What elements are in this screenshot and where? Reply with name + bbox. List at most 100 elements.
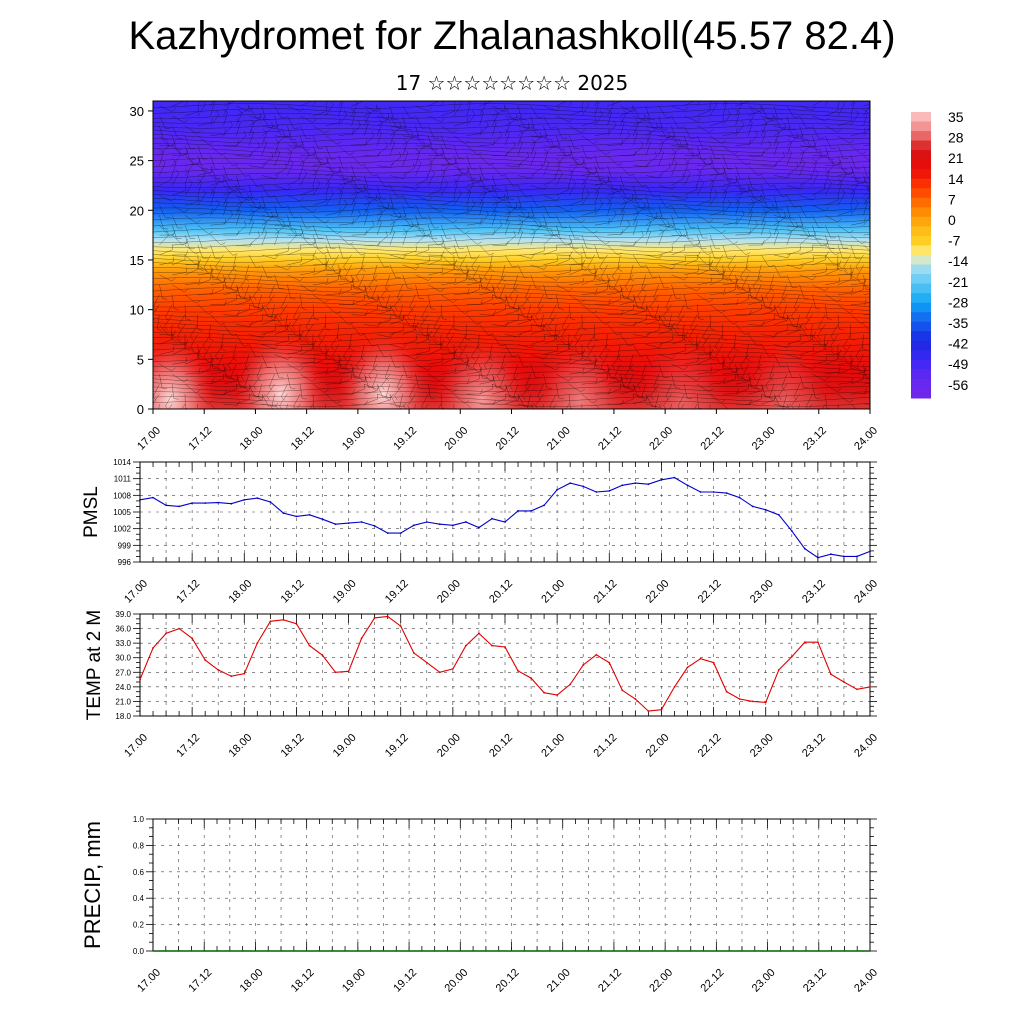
x-tick-label: 20.12 <box>494 425 522 453</box>
data-point <box>686 666 689 669</box>
data-point <box>517 510 519 512</box>
data-point <box>673 686 676 688</box>
data-point <box>608 490 611 492</box>
colorbar-segment <box>911 283 931 294</box>
colorbar-segment <box>911 359 931 370</box>
temp-2m-panel: 18.0 21.0 24.0 27.0 30.0 33.0 36.0 39.0 17.00 17.… <box>84 610 880 760</box>
x-tick-label: 17.12 <box>174 732 202 760</box>
y-axis-label: PRECIP, mm <box>80 821 105 949</box>
colorbar-segment <box>911 235 931 246</box>
y-tick-label: 0.8 <box>133 841 145 850</box>
colorbar-segment <box>911 207 931 218</box>
precip-panel: 0.0 0.2 0.4 0.6 0.8 1.0 17.00 17.12 18.00 18.12 19… <box>80 815 880 995</box>
y-tick-label: 1011 <box>114 475 132 484</box>
data-point <box>478 526 480 529</box>
data-point <box>869 686 871 688</box>
data-point <box>595 653 598 656</box>
x-tick-label: 24.00 <box>852 578 880 606</box>
x-tick-label: 19.00 <box>331 732 359 760</box>
y-axis-label: TEMP at 2 M <box>84 610 105 721</box>
y-tick-label: 1014 <box>113 458 131 467</box>
y-tick-label: 30.0 <box>115 654 131 663</box>
colorbar-label: -21 <box>948 274 968 290</box>
data-point <box>165 632 168 635</box>
data-point <box>530 510 532 512</box>
y-tick-label: 996 <box>118 558 132 567</box>
data-point <box>178 627 181 630</box>
x-tick-label: 24.00 <box>852 425 880 453</box>
colorbar-segment <box>911 245 931 256</box>
data-point <box>595 491 598 493</box>
data-point <box>777 669 780 671</box>
data-point <box>347 522 350 524</box>
data-point <box>204 502 207 504</box>
y-tick-label: 1002 <box>113 525 131 534</box>
y-tick-label: 1008 <box>113 491 131 500</box>
colorbar-segment <box>911 178 931 189</box>
x-tick-label: 21.12 <box>596 425 624 453</box>
colorbar-segment <box>911 150 931 161</box>
x-tick-label: 22.00 <box>647 425 675 453</box>
data-point <box>556 488 558 491</box>
data-point <box>282 512 285 514</box>
data-point <box>139 678 141 681</box>
data-point <box>491 644 493 647</box>
colorbar-label: 0 <box>948 212 956 228</box>
data-point <box>686 484 689 487</box>
data-point <box>373 525 376 527</box>
data-point <box>621 484 624 487</box>
x-tick-label: 21.00 <box>545 967 573 995</box>
x-tick-label: 17.12 <box>186 967 214 995</box>
y-tick-label: 25 <box>130 154 144 169</box>
y-tick-label: 21.0 <box>115 697 131 706</box>
data-point <box>334 523 337 526</box>
data-point <box>556 694 558 696</box>
wind-barbs <box>153 101 870 409</box>
series-line <box>139 477 871 559</box>
colorbar-segment <box>911 216 931 227</box>
x-tick-label: 20.00 <box>442 967 470 995</box>
colorbar-segment <box>911 264 931 275</box>
data-point <box>360 521 363 523</box>
y-tick-label: 30 <box>130 104 144 119</box>
data-point <box>751 700 754 703</box>
data-point <box>217 501 220 504</box>
y-tick-label: 20 <box>130 203 144 218</box>
y-tick-label: 18.0 <box>115 712 131 721</box>
data-point <box>569 482 572 484</box>
data-point <box>660 708 663 711</box>
x-tick-label: 23.00 <box>748 578 776 606</box>
y-tick-label: 15 <box>130 253 144 268</box>
x-tick-label: 20.12 <box>487 578 515 606</box>
x-tick-label: 20.12 <box>494 967 522 995</box>
data-point <box>738 496 741 499</box>
data-point <box>178 505 181 508</box>
colorbar-segment <box>911 121 931 132</box>
data-point <box>725 492 728 494</box>
x-tick-label: 23.00 <box>750 425 778 453</box>
data-point <box>817 641 819 644</box>
colorbar-segment <box>911 331 931 342</box>
data-point <box>308 644 311 647</box>
data-point <box>269 501 272 503</box>
x-tick-label: 23.00 <box>748 732 776 760</box>
data-point <box>647 483 650 486</box>
x-tick-label: 23.00 <box>750 967 778 995</box>
colorbar-segment <box>911 388 931 399</box>
data-point <box>465 644 467 647</box>
x-tick-label: 18.00 <box>226 578 254 606</box>
data-point <box>621 689 624 692</box>
data-point <box>790 655 793 658</box>
colorbar-label: 35 <box>948 109 964 125</box>
data-point <box>478 632 480 635</box>
colorbar-segment <box>911 188 931 199</box>
x-tick-label: 18.00 <box>238 967 266 995</box>
x-tick-label: 21.00 <box>545 425 573 453</box>
data-point <box>386 615 389 618</box>
y-axis-label: PMSL <box>81 486 102 538</box>
data-point <box>699 657 702 660</box>
colorbar-segment <box>911 131 931 142</box>
chart-title: Kazhydromet for Zhalanashkoll(45.57 82.4… <box>128 14 896 58</box>
x-tick-label: 17.00 <box>122 578 150 606</box>
